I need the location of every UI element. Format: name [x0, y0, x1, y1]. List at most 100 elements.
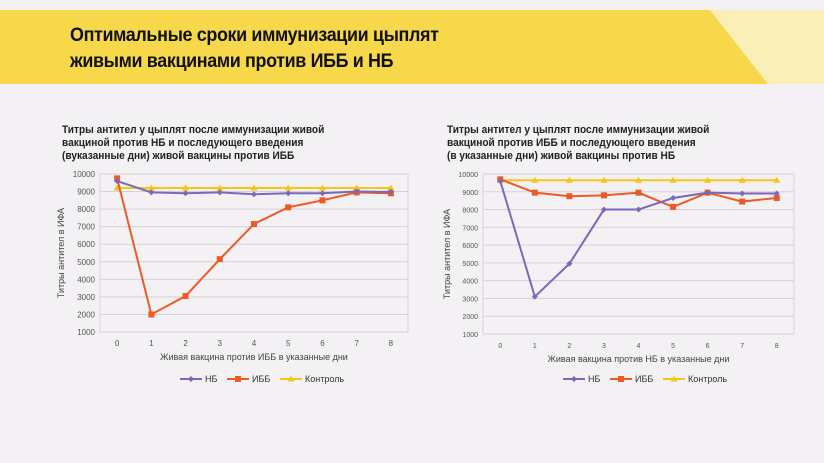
data-point — [669, 176, 677, 183]
x-tick-label: 5 — [671, 343, 675, 350]
legend-marker — [188, 376, 194, 382]
series-НБ — [114, 178, 394, 198]
data-point — [285, 190, 292, 197]
chart-2-title-line: (в указанные дни) живой вакцины против Н… — [447, 150, 676, 162]
chart-1-title-line: (вуказанные дни) живой вакцины против ИБ… — [62, 150, 295, 162]
y-tick-label: 8000 — [77, 205, 95, 214]
legend-item: Контроль — [663, 374, 727, 384]
data-point — [182, 190, 189, 197]
x-axis-label: Живая вакцина против НБ в указанные дни — [548, 354, 730, 364]
y-tick-label: 3000 — [77, 293, 95, 302]
x-tick-label: 2 — [183, 339, 188, 348]
banner-light — [710, 10, 824, 84]
data-point — [773, 176, 781, 183]
y-tick-label: 6000 — [77, 240, 95, 249]
y-tick-label: 9000 — [77, 188, 95, 197]
data-point — [182, 293, 189, 300]
data-point — [147, 184, 155, 191]
data-point — [565, 176, 573, 183]
data-point — [739, 198, 746, 205]
y-tick-label: 9000 — [462, 190, 478, 197]
x-tick-label: 8 — [389, 339, 394, 348]
data-point — [773, 190, 780, 197]
x-tick-label: 5 — [286, 339, 291, 348]
y-tick-label: 1000 — [462, 332, 478, 339]
data-point — [704, 176, 712, 183]
x-tick-label: 6 — [320, 339, 325, 348]
series-НБ — [497, 178, 780, 300]
data-point — [251, 221, 257, 228]
data-point — [216, 189, 223, 196]
data-point — [704, 189, 711, 196]
data-point — [670, 195, 677, 201]
banner-main — [0, 10, 768, 84]
plot-area — [482, 173, 795, 335]
data-point — [773, 195, 780, 201]
x-tick-label: 1 — [149, 339, 154, 348]
data-point — [531, 176, 539, 183]
legend-marker — [571, 376, 577, 382]
legend-item: Контроль — [280, 374, 344, 384]
chart-1-title-line: Титры антител у цыплят после иммунизации… — [62, 124, 325, 136]
y-tick-label: 7000 — [462, 225, 478, 232]
legend-item: ИББ — [610, 374, 653, 384]
y-tick-label: 8000 — [462, 208, 478, 215]
x-tick-label: 1 — [533, 343, 537, 350]
data-point — [353, 184, 361, 191]
data-point — [216, 184, 224, 191]
legend-marker — [618, 376, 624, 382]
data-point — [635, 176, 642, 183]
data-point — [148, 189, 155, 196]
y-tick-label: 2000 — [462, 314, 478, 321]
x-tick-label: 3 — [602, 343, 606, 350]
legend-label: НБ — [588, 374, 600, 384]
data-point — [497, 178, 504, 185]
chart-2-title: Титры антител у цыплят после иммунизации… — [447, 124, 778, 163]
data-point — [566, 193, 573, 200]
data-point — [216, 256, 223, 263]
x-axis-label: Живая вакцина против ИББ в указанные дни — [160, 352, 348, 362]
data-point — [251, 191, 257, 198]
slide-title-line-2: живыми вакцинами против ИББ и НБ — [70, 50, 394, 72]
chart-2-title-line: вакциной против ИББ и последующего введе… — [447, 137, 696, 149]
data-point — [114, 178, 121, 185]
y-tick-label: 4000 — [77, 275, 95, 284]
y-tick-label: 1000 — [77, 328, 95, 337]
legend-label: ИББ — [252, 374, 270, 384]
data-point — [739, 190, 746, 197]
chart-2: 1000 2000 3000 4000 5000 6000 7000 8000 9000 1000… — [442, 172, 795, 384]
y-axis-label: Титры антител в ИФА — [56, 208, 66, 298]
y-tick-label: 4000 — [462, 279, 478, 286]
data-point — [250, 184, 258, 191]
series-line — [499, 180, 777, 299]
x-tick-label: 8 — [775, 343, 779, 350]
data-point — [635, 206, 642, 213]
y-tick-label: 2000 — [77, 310, 95, 319]
data-point — [319, 190, 326, 197]
data-point — [182, 184, 190, 191]
data-point — [738, 176, 746, 183]
slide-title-line-1: Оптимальные сроки иммунизации цыплят — [70, 24, 439, 46]
x-tick-label: 7 — [354, 339, 359, 348]
data-point — [387, 184, 395, 191]
y-tick-label: 5000 — [462, 261, 478, 268]
data-point — [600, 192, 607, 199]
data-point — [531, 189, 538, 196]
chart-2-title-line: Титры антител у цыплят после иммунизации… — [447, 124, 710, 136]
data-point — [387, 188, 394, 195]
y-tick-label: 3000 — [462, 296, 478, 303]
legend-label: Контроль — [305, 374, 344, 384]
legend-label: Контроль — [688, 374, 727, 384]
data-point — [531, 293, 538, 300]
data-point — [566, 260, 573, 267]
y-tick-label: 7000 — [77, 223, 95, 232]
legend-label: НБ — [205, 374, 217, 384]
x-tick-label: 3 — [218, 339, 223, 348]
legend-item: НБ — [180, 374, 217, 384]
series-Контроль — [496, 176, 781, 183]
title-banner — [0, 10, 824, 84]
x-tick-label: 7 — [740, 343, 744, 350]
y-axis-label: Титры антител в ИФА — [442, 209, 452, 299]
data-point — [600, 206, 607, 213]
x-tick-label: 6 — [706, 343, 710, 350]
